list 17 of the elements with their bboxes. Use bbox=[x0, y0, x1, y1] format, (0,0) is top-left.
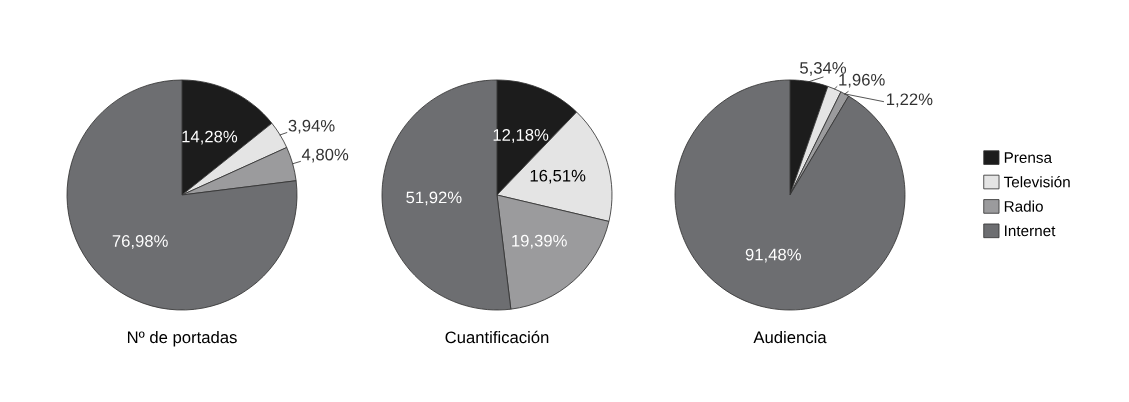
legend-label: Internet bbox=[1005, 225, 1056, 237]
text: Nº de portadas bbox=[127, 330, 237, 347]
data-label: 14,28% bbox=[182, 130, 238, 145]
legend-label: Televisión bbox=[1003, 176, 1070, 188]
text: Cuantificación bbox=[445, 330, 549, 344]
legend-label: Radio bbox=[1004, 200, 1043, 212]
data-label: 51,92% bbox=[406, 191, 462, 206]
data-label: 12,18% bbox=[493, 129, 549, 143]
legend-label: Prensa bbox=[1004, 152, 1053, 163]
data-label: 16,51% bbox=[530, 169, 586, 184]
text: Audiencia bbox=[753, 330, 827, 344]
data-label: 3,94% bbox=[288, 119, 335, 134]
data-label: 4,80% bbox=[301, 148, 349, 163]
data-label: 91,48% bbox=[745, 248, 801, 263]
data-label: 1,22% bbox=[887, 93, 933, 108]
data-label: 19,39% bbox=[512, 234, 567, 249]
data-label: 76,98% bbox=[112, 235, 168, 249]
